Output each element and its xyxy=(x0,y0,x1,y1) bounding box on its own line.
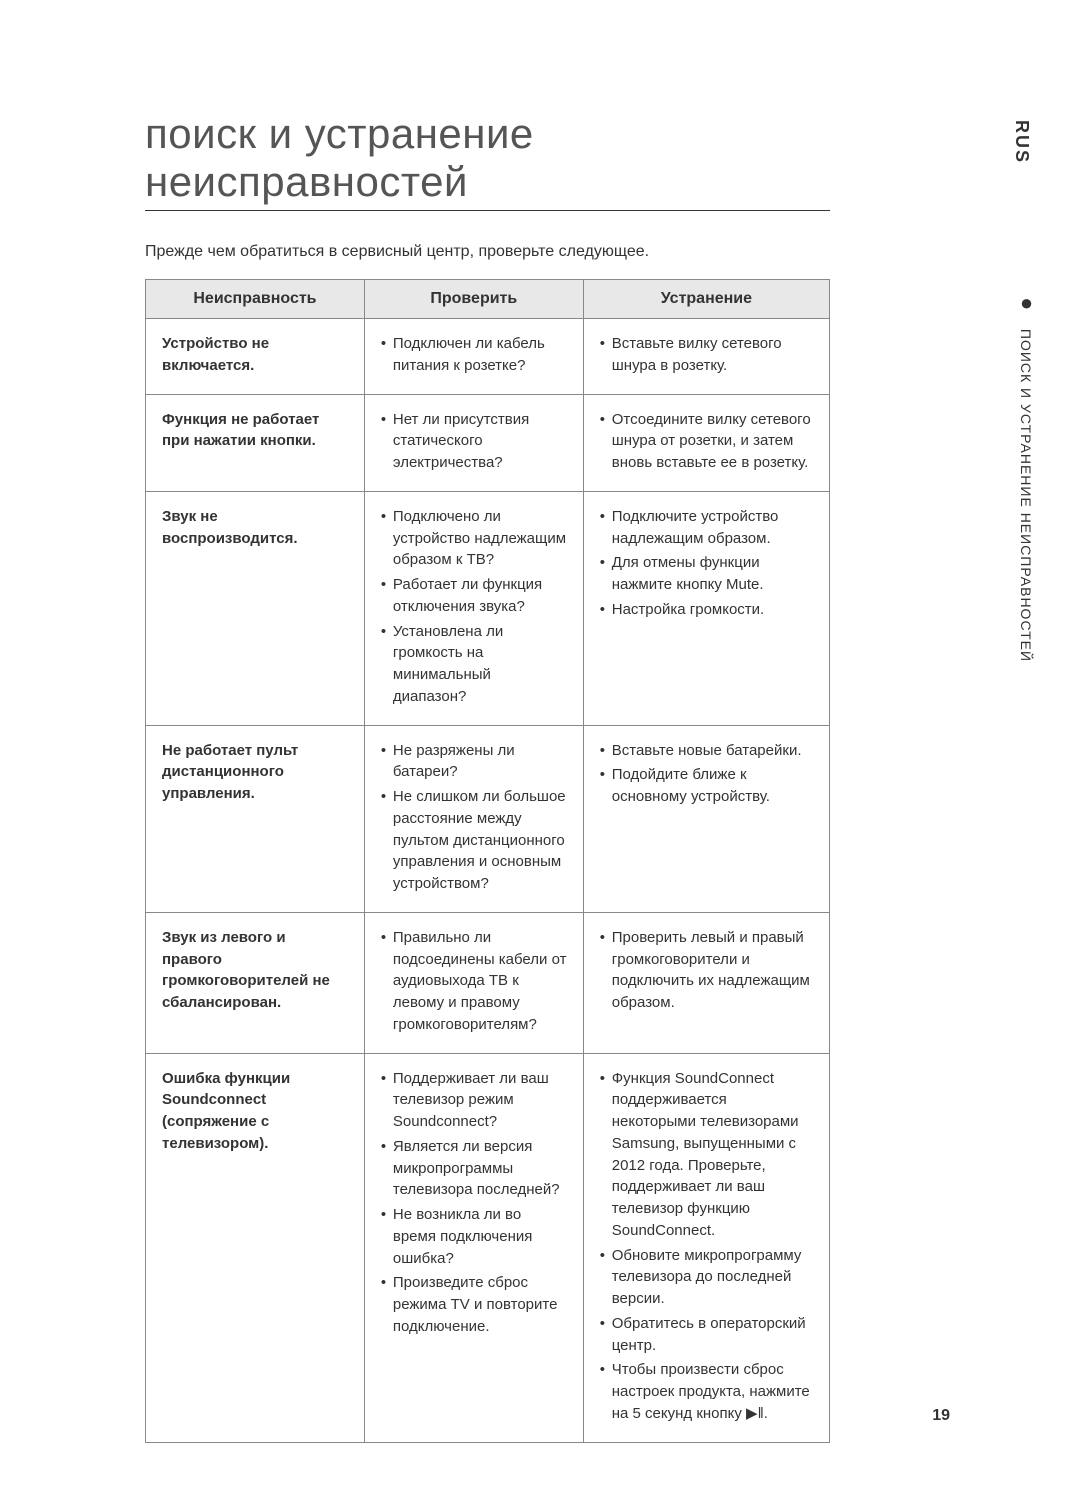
symptom-cell: Устройство не включается. xyxy=(146,319,365,395)
check-item: Правильно ли подсоединены кабели от ауди… xyxy=(381,927,567,1036)
solution-cell: Отсоедините вилку сетевого шнура от розе… xyxy=(583,394,829,491)
check-item: Подключен ли кабель питания к розетке? xyxy=(381,333,567,377)
page-title: поиск и устранение неисправностей xyxy=(145,110,830,211)
solution-item: Вставьте вилку сетевого шнура в розетку. xyxy=(600,333,813,377)
check-item: Не возникла ли во время подключения ошиб… xyxy=(381,1204,567,1269)
play-pause-icon: ▶ǁ xyxy=(746,1405,764,1422)
check-cell: Не разряжены ли батареи? Не слишком ли б… xyxy=(364,725,583,912)
solution-item-text: Чтобы произвести сброс настроек продукта… xyxy=(612,1361,810,1422)
solution-item: Настройка громкости. xyxy=(600,599,813,621)
side-section-bullet-icon: ● xyxy=(1020,290,1033,316)
check-cell: Нет ли присутствия статического электрич… xyxy=(364,394,583,491)
check-cell: Подключено ли устройство надлежащим обра… xyxy=(364,491,583,725)
solution-item: Вставьте новые батарейки. xyxy=(600,740,813,762)
check-item: Поддерживает ли ваш телевизор режим Soun… xyxy=(381,1068,567,1133)
solution-item: Подойдите ближе к основному устройству. xyxy=(600,764,813,808)
side-language-tab: RUS xyxy=(1011,120,1032,164)
solution-cell: Функция SoundConnect поддерживается неко… xyxy=(583,1053,829,1442)
check-cell: Правильно ли подсоединены кабели от ауди… xyxy=(364,912,583,1053)
check-item: Установлена ли громкость на минимальный … xyxy=(381,621,567,708)
header-symptom: Неисправность xyxy=(146,280,365,319)
check-item: Произведите сброс режима TV и повторите … xyxy=(381,1272,567,1337)
check-item: Не разряжены ли батареи? xyxy=(381,740,567,784)
solution-item: Функция SoundConnect поддерживается неко… xyxy=(600,1068,813,1242)
symptom-cell: Звук из левого и правого громкоговорител… xyxy=(146,912,365,1053)
check-item: Подключено ли устройство надлежащим обра… xyxy=(381,506,567,571)
check-item: Является ли версия микропрограммы телеви… xyxy=(381,1136,567,1201)
solution-cell: Вставьте вилку сетевого шнура в розетку. xyxy=(583,319,829,395)
table-row: Ошибка функции Soundconnect (сопряжение … xyxy=(146,1053,830,1442)
symptom-cell: Звук не воспроизводится. xyxy=(146,491,365,725)
table-row: Звук из левого и правого громкоговорител… xyxy=(146,912,830,1053)
solution-item: Чтобы произвести сброс настроек продукта… xyxy=(600,1359,813,1424)
symptom-cell: Ошибка функции Soundconnect (сопряжение … xyxy=(146,1053,365,1442)
check-item: Не слишком ли большое расстояние между п… xyxy=(381,786,567,895)
solution-item: Подключите устройство надлежащим образом… xyxy=(600,506,813,550)
check-item: Работает ли функция отключения звука? xyxy=(381,574,567,618)
side-section-label: ПОИСК И УСТРАНЕНИЕ НЕИСПРАВНОСТЕЙ xyxy=(1018,324,1034,662)
intro-text: Прежде чем обратиться в сервисный центр,… xyxy=(145,243,830,261)
check-cell: Поддерживает ли ваш телевизор режим Soun… xyxy=(364,1053,583,1442)
side-section-tab: ● ПОИСК И УСТРАНЕНИЕ НЕИСПРАВНОСТЕЙ xyxy=(1018,290,1034,662)
table-row: Звук не воспроизводится. Подключено ли у… xyxy=(146,491,830,725)
solution-item: Обратитесь в операторский центр. xyxy=(600,1313,813,1357)
solution-item: Проверить левый и правый громкоговорител… xyxy=(600,927,813,1014)
table-header-row: Неисправность Проверить Устранение xyxy=(146,280,830,319)
symptom-cell: Не работает пульт дистанционного управле… xyxy=(146,725,365,912)
solution-item: Для отмены функции нажмите кнопку Mute. xyxy=(600,552,813,596)
header-check: Проверить xyxy=(364,280,583,319)
solution-cell: Проверить левый и правый громкоговорител… xyxy=(583,912,829,1053)
table-row: Устройство не включается. Подключен ли к… xyxy=(146,319,830,395)
solution-item-suffix: . xyxy=(764,1405,768,1422)
check-cell: Подключен ли кабель питания к розетке? xyxy=(364,319,583,395)
table-row: Функция не работает при нажатии кнопки. … xyxy=(146,394,830,491)
check-item: Нет ли присутствия статического электрич… xyxy=(381,409,567,474)
page-content: поиск и устранение неисправностей Прежде… xyxy=(0,0,920,1503)
troubleshooting-table: Неисправность Проверить Устранение Устро… xyxy=(145,279,830,1443)
header-solution: Устранение xyxy=(583,280,829,319)
solution-item: Отсоедините вилку сетевого шнура от розе… xyxy=(600,409,813,474)
solution-cell: Вставьте новые батарейки. Подойдите ближ… xyxy=(583,725,829,912)
page-number: 19 xyxy=(932,1407,950,1425)
symptom-cell: Функция не работает при нажатии кнопки. xyxy=(146,394,365,491)
solution-cell: Подключите устройство надлежащим образом… xyxy=(583,491,829,725)
table-row: Не работает пульт дистанционного управле… xyxy=(146,725,830,912)
solution-item: Обновите микропрограмму телевизора до по… xyxy=(600,1245,813,1310)
